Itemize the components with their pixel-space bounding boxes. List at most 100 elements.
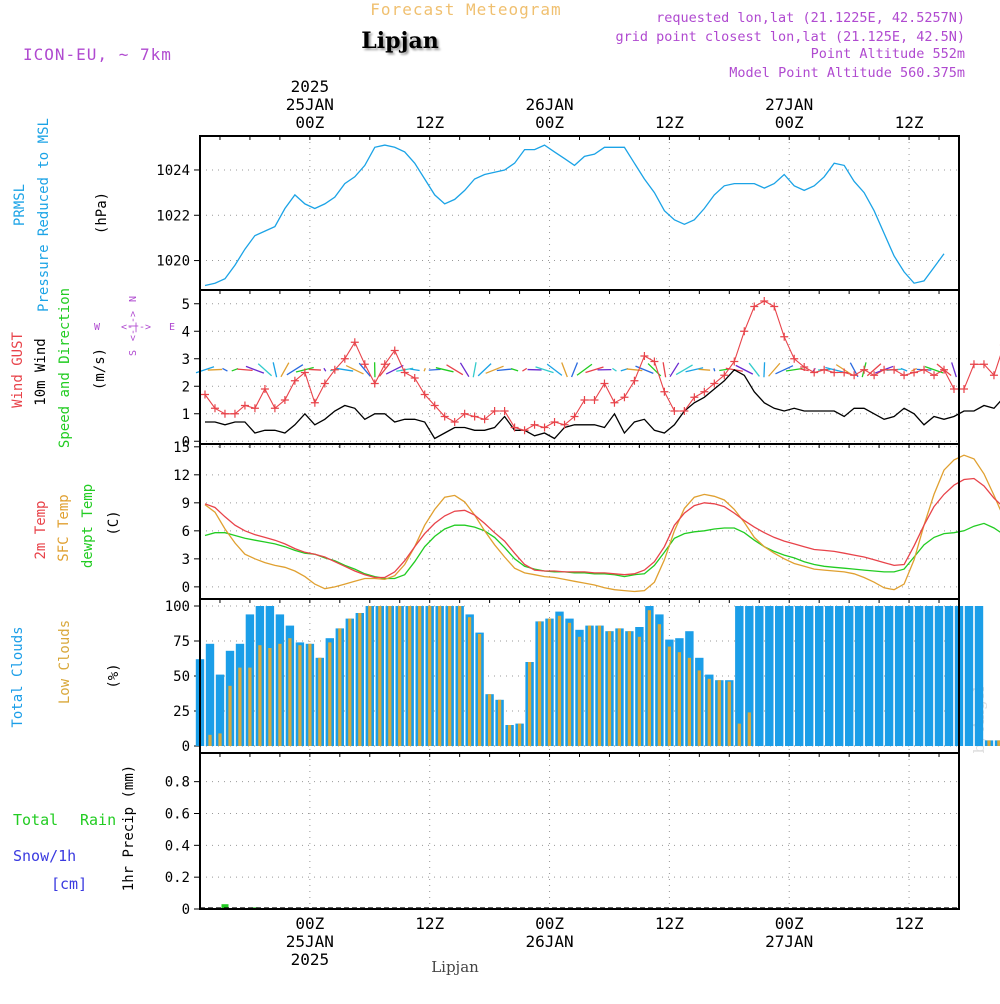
bottom-time-label: 26JAN bbox=[525, 932, 573, 951]
wind-direction-arrow bbox=[429, 369, 441, 370]
wind-unit-label: (m/s) bbox=[92, 348, 108, 390]
wind-direction-arrow bbox=[577, 364, 592, 375]
wind-direction-arrow bbox=[901, 369, 907, 371]
temperature-ytick-label: 3 bbox=[182, 552, 190, 568]
low-cloud-bar bbox=[668, 647, 671, 746]
wind-gust-line-marker bbox=[840, 369, 848, 377]
low-cloud-bar bbox=[448, 606, 451, 746]
temp-2m-line bbox=[205, 479, 1000, 578]
low-cloud-bar bbox=[238, 668, 241, 746]
wind-gust-line-marker bbox=[251, 404, 259, 412]
low-cloud-bar bbox=[678, 652, 681, 746]
wind-gust-line-marker bbox=[860, 366, 868, 374]
wind-gust-line-marker bbox=[620, 393, 628, 401]
wind-direction-arrow bbox=[497, 369, 513, 371]
wind-gust-line-marker bbox=[640, 352, 648, 360]
low-cloud-bar bbox=[208, 735, 211, 746]
wind-direction-arrow bbox=[749, 363, 759, 376]
total-cloud-bar bbox=[895, 606, 903, 746]
wind-gust-line-marker bbox=[471, 413, 479, 421]
wind-direction-arrow bbox=[699, 369, 711, 370]
top-time-label: 2025 bbox=[291, 77, 330, 96]
bottom-time-label: 00Z bbox=[295, 914, 324, 933]
low-cloud-bar bbox=[488, 694, 491, 746]
wind-gust-line-marker bbox=[770, 303, 778, 311]
low-cloud-bar bbox=[478, 634, 481, 746]
wind-direction-arrow bbox=[736, 365, 753, 374]
wind-gust-line-marker bbox=[351, 338, 359, 346]
wind-direction-arrow bbox=[612, 368, 616, 371]
low-cloud-bar bbox=[648, 610, 651, 746]
clouds-ytick-label: 100 bbox=[165, 599, 190, 615]
low-cloud-bar bbox=[428, 606, 431, 746]
total-cloud-bar bbox=[965, 606, 973, 746]
low-cloud-bar bbox=[688, 658, 691, 746]
wind-panel-labels: Wind GUST 10m Wind Speed and Direction (… bbox=[10, 288, 175, 448]
wind-direction-arrow bbox=[676, 365, 692, 375]
low-cloud-bar bbox=[698, 670, 701, 746]
wind-direction-arrow bbox=[522, 368, 526, 371]
bottom-time-label: 12Z bbox=[415, 914, 444, 933]
wind-gust-line-marker bbox=[311, 399, 319, 407]
clouds-ytick-label: 75 bbox=[173, 634, 190, 650]
wind-gust-line-marker bbox=[820, 366, 828, 374]
wind-direction-arrow bbox=[232, 369, 238, 371]
location-title: Lipjan bbox=[361, 28, 438, 54]
total-cloud-bar bbox=[775, 606, 783, 746]
low-cloud-bar bbox=[348, 619, 351, 746]
precipitation-ytick-label: 0.4 bbox=[165, 838, 190, 854]
wind-direction-arrow bbox=[222, 368, 227, 371]
wind-gust-line-marker bbox=[551, 418, 559, 426]
wind-gust-line-marker bbox=[750, 303, 758, 311]
wind-gust-line-marker bbox=[650, 358, 658, 366]
low-cloud-bar bbox=[658, 624, 661, 746]
meteogram-title: Forecast Meteogram bbox=[370, 0, 561, 19]
total-cloud-bar bbox=[845, 606, 853, 746]
temperature-frame bbox=[200, 444, 959, 599]
wind-frame bbox=[200, 290, 959, 444]
pressure-line bbox=[205, 145, 944, 285]
precipitation-frame bbox=[200, 753, 959, 909]
low-cloud-bar bbox=[268, 648, 271, 746]
low-cloud-bar bbox=[738, 724, 741, 746]
wind-gust-line-marker bbox=[201, 391, 209, 399]
wind-direction-arrow bbox=[670, 363, 679, 377]
low-cloud-bar bbox=[228, 686, 231, 746]
wind-direction-arrow bbox=[336, 368, 353, 371]
wind-ytick-label: 3 bbox=[182, 352, 190, 368]
wind-direction-arrow bbox=[208, 369, 222, 370]
wind-gust-line-marker bbox=[900, 371, 908, 379]
precipitation-panel: 00.20.40.60.8 bbox=[165, 753, 959, 918]
wind-speed-dir-label: Speed and Direction bbox=[57, 288, 73, 448]
precipitation-ytick-label: 0 bbox=[182, 902, 190, 918]
wind-direction-arrow bbox=[663, 362, 666, 377]
wind-gust-line-marker bbox=[970, 360, 978, 368]
wind-gust-label: Wind GUST bbox=[10, 332, 26, 408]
total-cloud-bar bbox=[765, 606, 773, 746]
top-time-label: 12Z bbox=[655, 113, 684, 132]
low-cloud-bar bbox=[358, 613, 361, 746]
wind-gust-line-marker bbox=[690, 393, 698, 401]
wind-gust-line-marker bbox=[760, 297, 768, 305]
low-cloud-bar bbox=[408, 606, 411, 746]
low-cloud-bar bbox=[298, 645, 301, 746]
low-cloud-bar bbox=[728, 682, 731, 746]
wind-gust-line-marker bbox=[411, 374, 419, 382]
dewpt-label: dewpt Temp bbox=[80, 484, 96, 568]
wind-gust-line-marker bbox=[261, 385, 269, 393]
compass-e: E bbox=[169, 322, 175, 333]
total-cloud-bar bbox=[875, 606, 883, 746]
pressure-ytick-label: 1020 bbox=[156, 254, 190, 270]
wind-direction-arrow bbox=[952, 362, 957, 377]
wind-gust-line-marker bbox=[321, 380, 329, 388]
wind-gust-line-marker bbox=[371, 380, 379, 388]
total-cloud-bar bbox=[835, 606, 843, 746]
wind-direction-arrow bbox=[473, 362, 476, 377]
wind-gust-line-marker bbox=[501, 407, 509, 415]
low-cloud-label: Low Clouds bbox=[57, 620, 73, 704]
low-cloud-bar bbox=[508, 725, 511, 746]
